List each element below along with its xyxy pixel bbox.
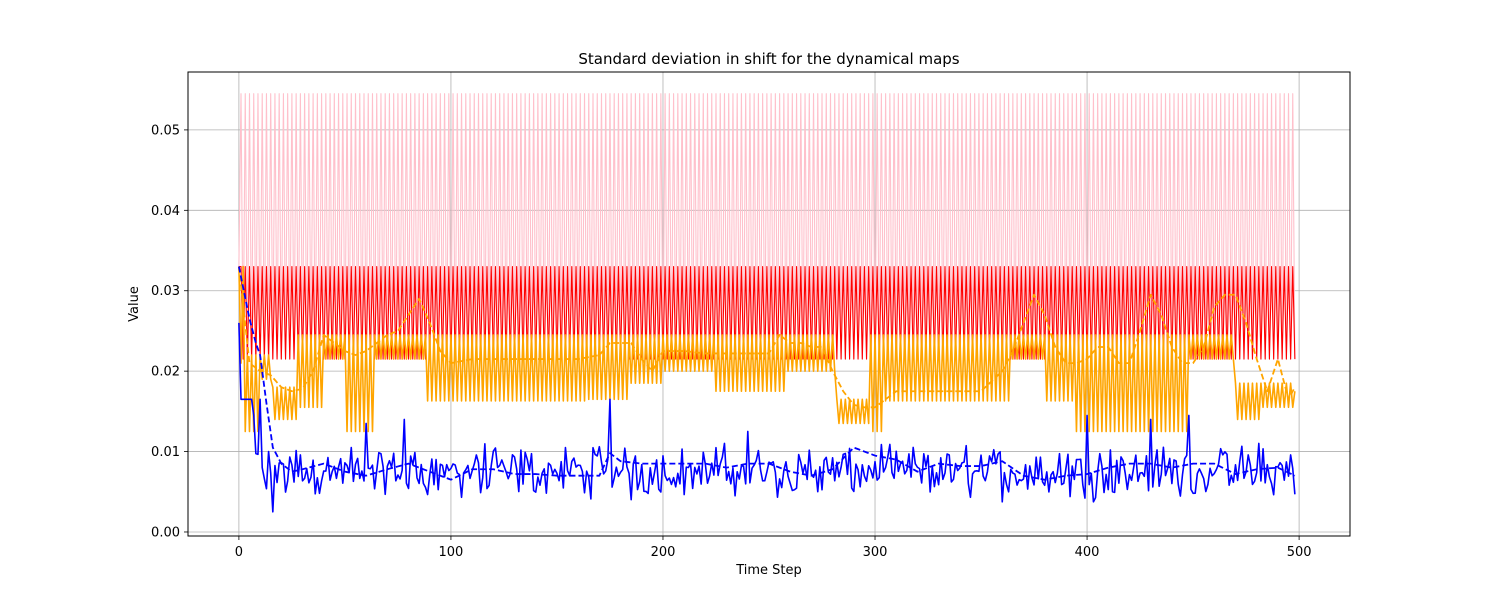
x-tick-label: 500 — [1287, 545, 1312, 560]
y-tick-label: 0.01 — [151, 445, 180, 460]
tick-layer: 0 100 200 300 400 500 0.00 0.01 0.02 0.03 0.04 0.05 — [151, 123, 1311, 560]
series-layer — [237, 93, 1296, 513]
x-tick-label: 200 — [651, 545, 676, 560]
series-line-1 — [238, 93, 1296, 360]
series-line-4 — [237, 266, 1296, 409]
series-line-2 — [238, 266, 1296, 360]
series-line-3 — [238, 265, 1296, 433]
y-tick-label: 0.05 — [151, 123, 180, 138]
x-tick-label: 300 — [863, 545, 888, 560]
x-axis-label: Time Step — [735, 563, 802, 578]
y-tick-label: 0.02 — [151, 365, 180, 380]
y-axis-label: Value — [127, 286, 142, 322]
x-tick-label: 400 — [1075, 545, 1100, 560]
plot-frame — [187, 71, 1351, 537]
chart-title: Standard deviation in shift for the dyna… — [578, 50, 959, 68]
y-tick-label: 0.00 — [151, 525, 180, 540]
y-tick-label: 0.03 — [151, 284, 180, 299]
series-line-6 — [238, 266, 1296, 481]
series-line-5 — [238, 322, 1296, 513]
x-tick-label: 0 — [235, 545, 243, 560]
x-tick-label: 100 — [439, 545, 464, 560]
y-tick-label: 0.04 — [151, 204, 180, 219]
